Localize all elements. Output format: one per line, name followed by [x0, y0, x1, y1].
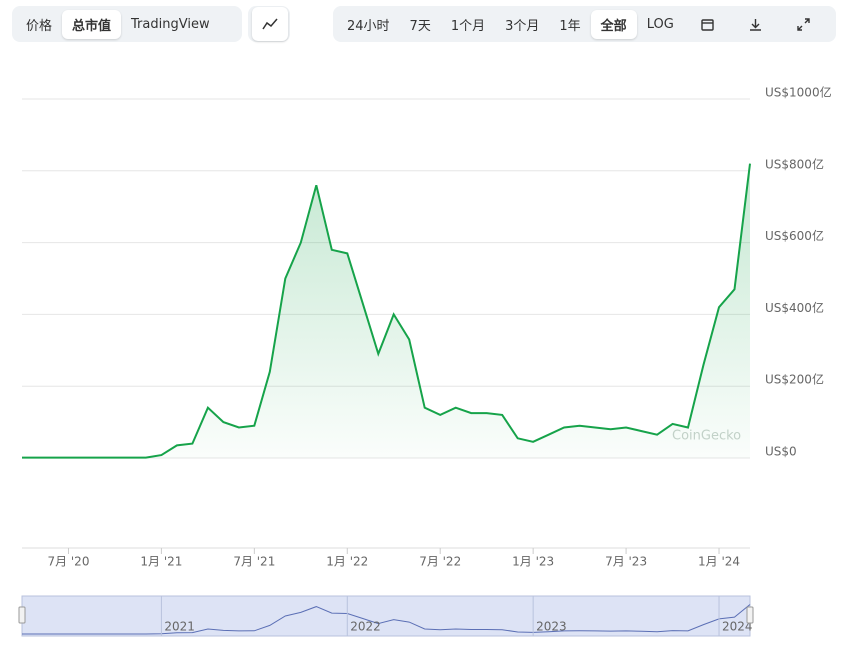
- y-tick-label: US$800亿: [765, 156, 824, 171]
- tab-button[interactable]: 总市值: [62, 9, 122, 39]
- tab-button[interactable]: 价格: [26, 18, 53, 34]
- area: [22, 163, 750, 458]
- navigator-bg: [21, 595, 751, 637]
- tab-button[interactable]: TradingView: [131, 16, 210, 32]
- tab-button[interactable]: LOG: [646, 16, 674, 32]
- navigator-handle: [746, 606, 754, 624]
- x-tick-label: 7月 '23: [605, 555, 647, 569]
- x-tick-label: 1月 '22: [326, 555, 368, 569]
- x-tick-label: 1月 '21: [140, 555, 182, 569]
- tab-button[interactable]: 1个月: [450, 18, 486, 34]
- navigator-line: [22, 604, 751, 635]
- navigator-label: 2022: [350, 620, 381, 634]
- y-tick-label: US$200亿: [765, 372, 824, 387]
- line: [22, 163, 751, 459]
- x-tick-label: 7月 '20: [47, 555, 89, 569]
- navigator-label: 2023: [536, 620, 567, 634]
- download-button[interactable]: [732, 7, 780, 41]
- fullscreen-button[interactable]: [780, 7, 828, 41]
- y-tick-label: US$0: [765, 445, 797, 459]
- navigator-label: 2024: [722, 620, 753, 634]
- tab-button[interactable]: 24小时: [347, 18, 390, 34]
- tab-button[interactable]: 3个月: [505, 18, 540, 34]
- tab-button[interactable]: 1年: [559, 18, 581, 34]
- line-chart-button[interactable]: [252, 7, 288, 41]
- x-tick-label: 1月 '24: [698, 555, 740, 569]
- y-tick-label: US$400亿: [765, 300, 824, 315]
- navigator-handle: [18, 606, 26, 624]
- x-tick-label: 7月 '22: [419, 555, 461, 569]
- y-tick-label: US$600亿: [765, 228, 824, 243]
- tab-button[interactable]: 7天: [409, 18, 431, 34]
- watermark: CoinGecko: [672, 429, 741, 444]
- calendar-button[interactable]: [684, 7, 732, 41]
- x-tick-label: 7月 '21: [233, 555, 275, 569]
- chart-type-group: [248, 6, 290, 42]
- range-tabs: 24小时 7天 1个月 3个月 1年 全部 LOG: [333, 6, 836, 42]
- y-tick-label: US$1000亿: [765, 85, 832, 100]
- tab-button[interactable]: 全部: [590, 9, 637, 39]
- x-tick-label: 1月 '23: [512, 555, 554, 569]
- navigator-label: 2021: [164, 620, 195, 634]
- metric-tabs: 价格 总市值 TradingView: [12, 6, 242, 42]
